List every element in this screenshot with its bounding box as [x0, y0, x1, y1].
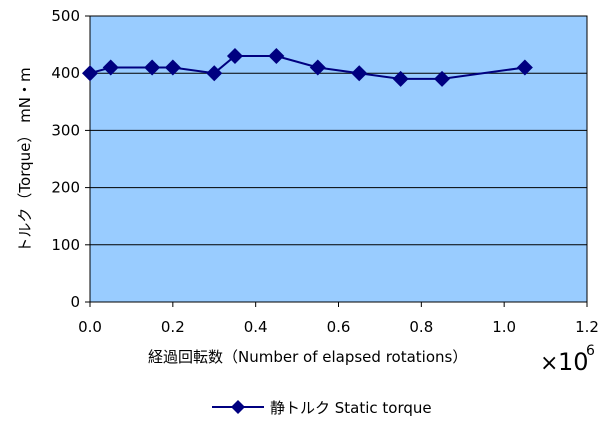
x-tick-label-1: 0.2 — [161, 318, 185, 336]
x-tick-label-4: 0.8 — [409, 318, 433, 336]
y-tick-label-5: 500 — [51, 7, 80, 25]
x-multiplier-times: × — [540, 351, 558, 376]
x-tick-label-6: 1.2 — [575, 318, 599, 336]
x-axis-label: 経過回転数（Number of elapsed rotations） — [148, 348, 467, 366]
y-tick-label-1: 100 — [51, 236, 80, 254]
data-point-2 — [144, 59, 161, 76]
plot-area — [89, 15, 588, 303]
data-point-3 — [164, 59, 181, 76]
legend-series-label: 静トルク Static torque — [270, 399, 432, 417]
y-tick-label-2: 200 — [51, 179, 80, 197]
x-tick-label-2: 0.4 — [244, 318, 268, 336]
x-multiplier-exponent: 6 — [586, 343, 595, 359]
x-multiplier-base: 10 — [558, 348, 589, 376]
y-tick-label-4: 400 — [51, 64, 80, 82]
data-point-8 — [351, 65, 368, 82]
legend-diamond-icon — [231, 400, 245, 414]
y-axis-label: トルク（Torque） mN・m — [16, 67, 34, 252]
data-point-6 — [268, 48, 285, 65]
data-point-1 — [102, 59, 119, 76]
x-tick-label-5: 1.0 — [492, 318, 516, 336]
y-tick-label-3: 300 — [51, 121, 80, 139]
series-markers — [82, 48, 533, 87]
x-tick-label-3: 0.6 — [327, 318, 351, 336]
data-point-0 — [82, 65, 98, 82]
x-tick-labels: 0.0 0.2 0.4 0.6 0.8 1.0 1.2 — [78, 302, 599, 336]
data-point-10 — [434, 70, 451, 87]
legend: 静トルク Static torque — [212, 399, 432, 417]
x-tick-label-0: 0.0 — [78, 318, 102, 336]
y-tick-labels: 0 100 200 300 400 500 — [51, 7, 90, 311]
data-point-5 — [226, 48, 243, 65]
data-point-9 — [392, 70, 409, 87]
series-static-torque — [82, 48, 533, 87]
data-point-7 — [309, 59, 326, 76]
data-point-11 — [516, 59, 533, 76]
y-tick-label-0: 0 — [70, 293, 80, 311]
data-point-4 — [206, 65, 223, 82]
